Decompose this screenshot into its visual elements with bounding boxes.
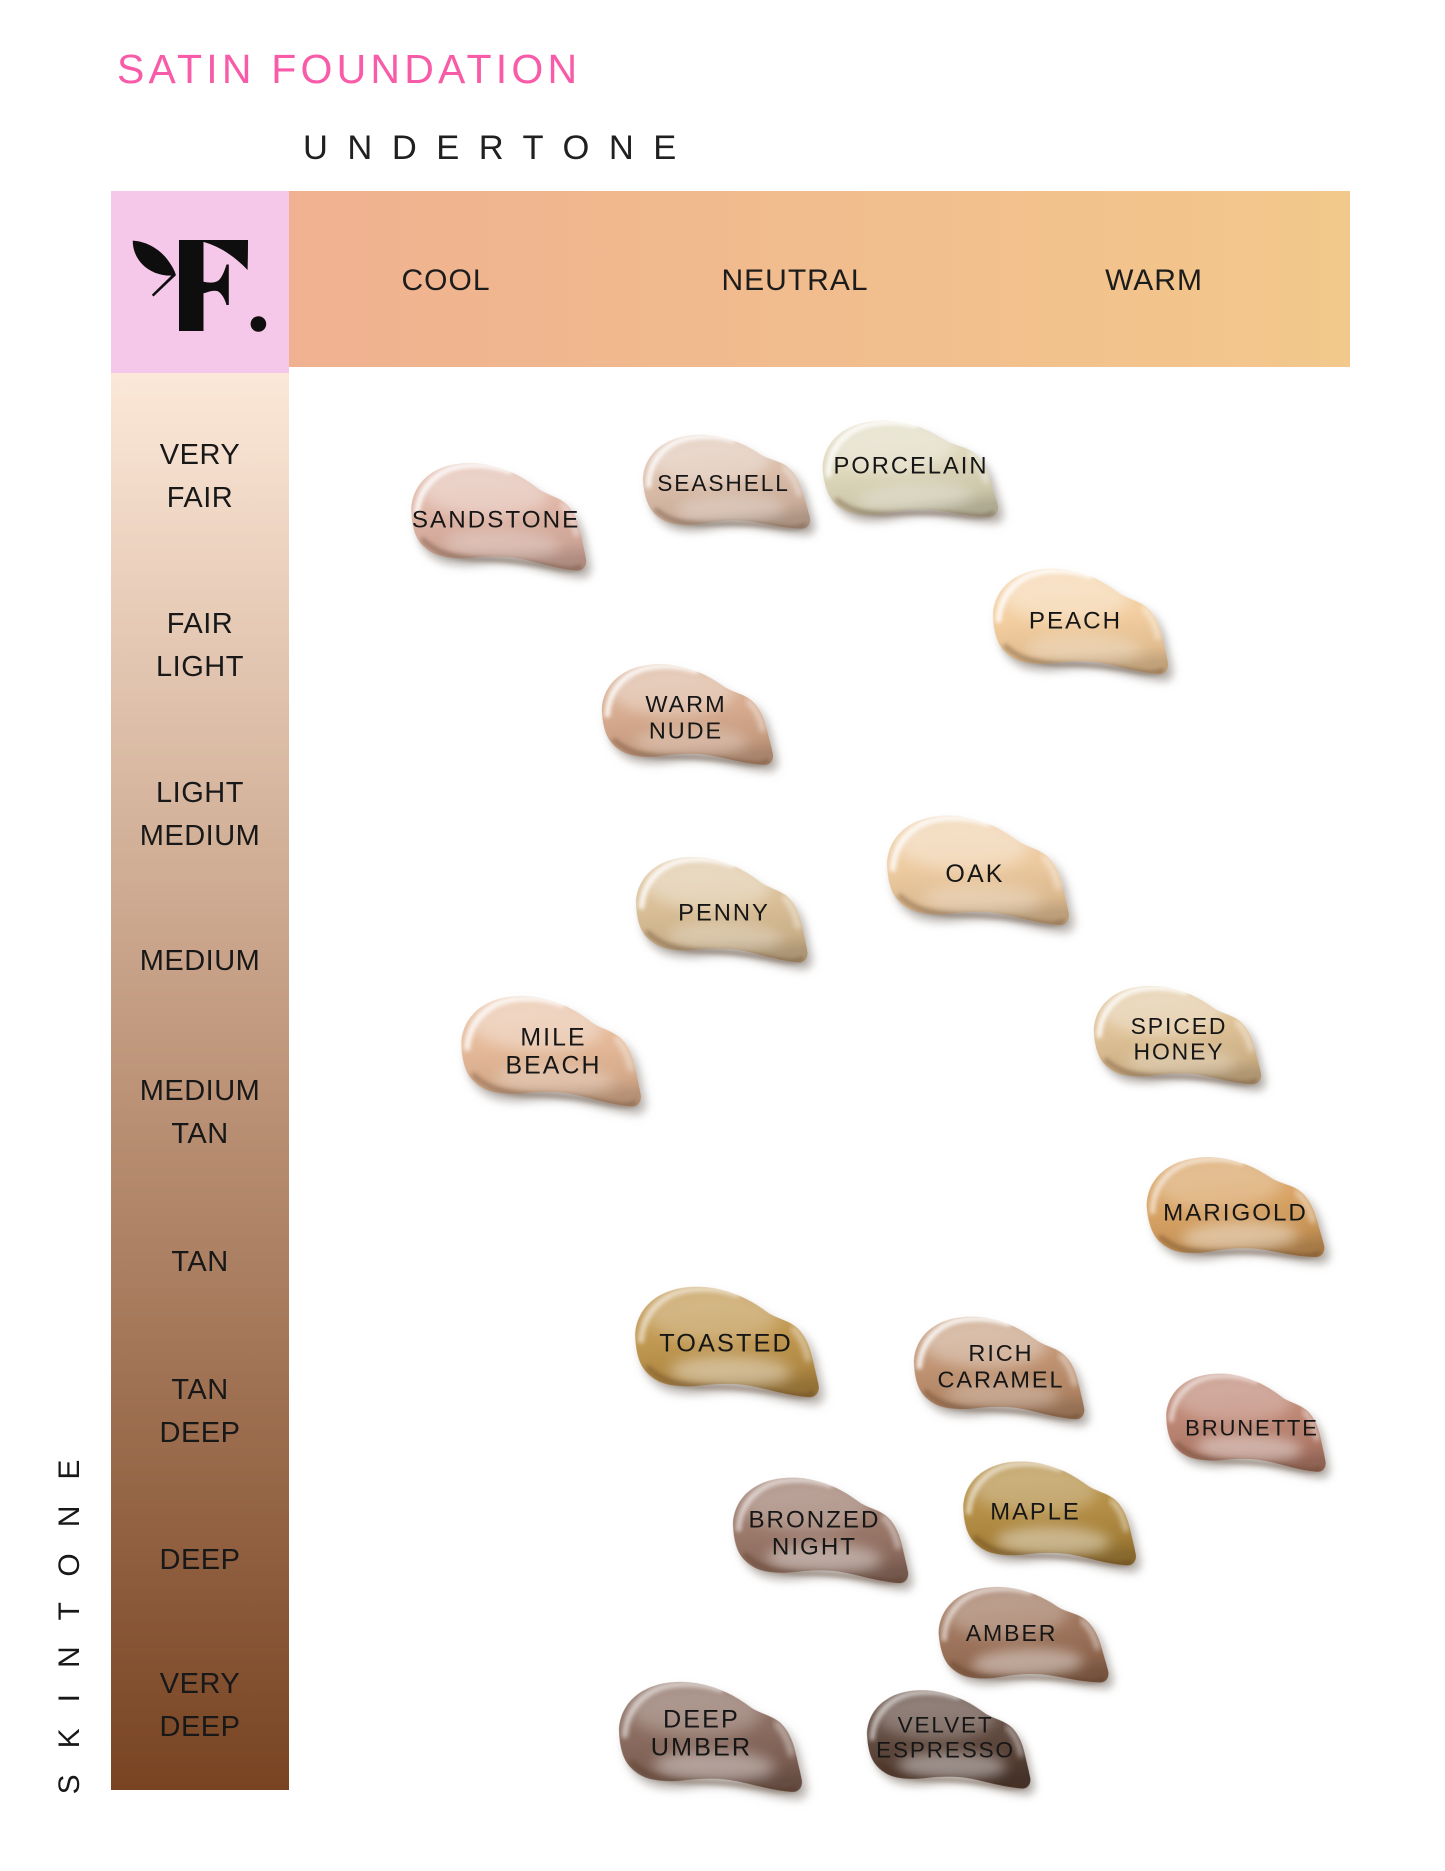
svg-text:VELVET: VELVET [898,1712,994,1737]
svg-text:WARM: WARM [645,691,726,717]
svg-text:AMBER: AMBER [966,1620,1058,1646]
svg-text:SEASHELL: SEASHELL [657,470,790,496]
svg-text:BRONZED: BRONZED [748,1506,880,1533]
svg-text:TOASTED: TOASTED [659,1329,793,1357]
svg-text:MAPLE: MAPLE [990,1498,1080,1525]
svg-text:HONEY: HONEY [1133,1039,1224,1065]
svg-text:UMBER: UMBER [651,1734,752,1762]
svg-text:PENNY: PENNY [678,900,770,926]
svg-text:BEACH: BEACH [506,1053,602,1080]
svg-text:NUDE: NUDE [649,718,723,744]
svg-text:NIGHT: NIGHT [772,1534,857,1561]
svg-text:RICH: RICH [968,1340,1033,1366]
svg-text:SPICED: SPICED [1131,1013,1228,1039]
svg-text:PEACH: PEACH [1029,608,1122,635]
svg-text:ESPRESSO: ESPRESSO [876,1738,1015,1763]
svg-text:SANDSTONE: SANDSTONE [412,507,580,534]
svg-text:BRUNETTE: BRUNETTE [1185,1416,1319,1441]
svg-text:MILE: MILE [520,1025,586,1052]
svg-text:MARIGOLD: MARIGOLD [1163,1200,1308,1227]
svg-text:CARAMEL: CARAMEL [937,1367,1064,1393]
svg-text:OAK: OAK [945,860,1004,888]
svg-text:DEEP: DEEP [663,1705,740,1733]
svg-text:PORCELAIN: PORCELAIN [834,454,989,480]
